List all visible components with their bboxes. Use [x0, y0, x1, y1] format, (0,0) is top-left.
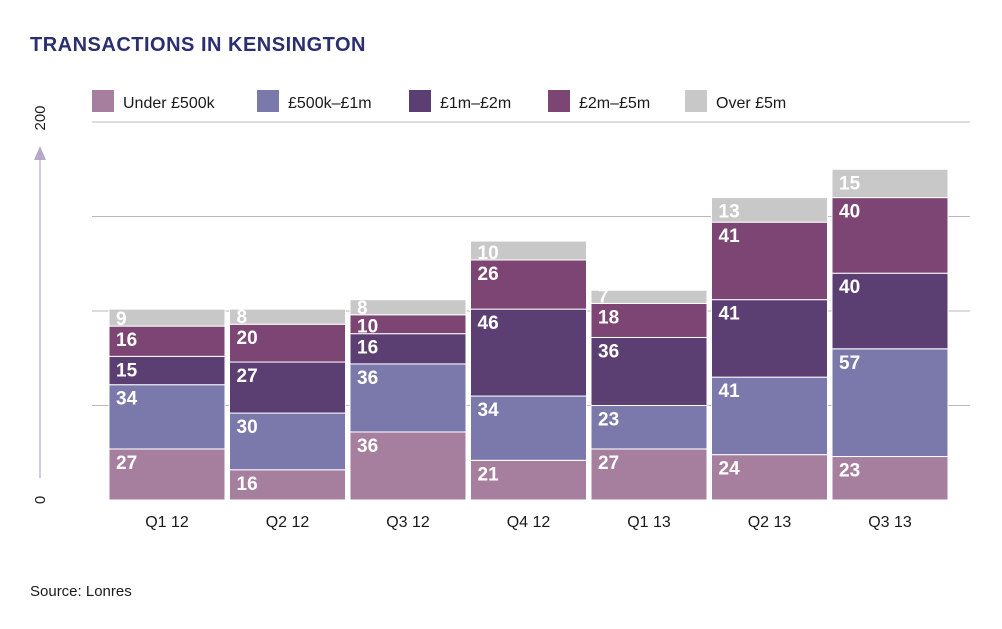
data-label: 15: [839, 173, 861, 194]
data-label: 27: [237, 366, 258, 387]
data-label: 20: [237, 328, 258, 349]
bar-segment: [229, 412, 346, 471]
data-label: 10: [478, 243, 499, 264]
data-label: 13: [719, 202, 740, 223]
data-label: 26: [478, 264, 499, 285]
data-label: 34: [116, 389, 138, 410]
x-tick-label: Q3 12: [386, 514, 430, 531]
data-label: 23: [598, 410, 619, 431]
y-axis-label-max: 200: [32, 105, 49, 130]
bar-segment: [590, 302, 708, 338]
data-label: 15: [116, 360, 138, 381]
x-tick-label: Q1 13: [627, 514, 671, 531]
data-label: 41: [719, 304, 741, 325]
data-label: 27: [598, 453, 619, 474]
data-label: 57: [839, 353, 860, 374]
data-label: 36: [357, 436, 378, 457]
bar-segment: [108, 448, 226, 501]
data-label: 16: [237, 474, 258, 495]
legend-label: £1m–£2m: [440, 95, 511, 112]
data-label: 27: [116, 453, 137, 474]
data-label: 21: [478, 464, 500, 485]
legend-label: Under £500k: [123, 95, 216, 112]
bar-segment: [229, 361, 346, 414]
bar-segment: [590, 336, 708, 406]
bar-segment: [349, 299, 467, 316]
bar-segment: [590, 448, 708, 501]
data-label: 34: [478, 400, 500, 421]
bar-segment: [590, 289, 708, 304]
data-label: 30: [237, 417, 258, 438]
data-label: 36: [598, 341, 619, 362]
bar-segment: [711, 221, 828, 301]
data-label: 8: [357, 298, 368, 319]
bar-segment: [711, 376, 828, 456]
bar-segment: [831, 168, 949, 199]
legend-swatch: [548, 90, 570, 112]
bar-segment: [831, 197, 949, 274]
data-label: 8: [237, 307, 248, 328]
data-label: 46: [478, 313, 499, 334]
data-label: 9: [116, 309, 127, 330]
legend-label: £500k–£1m: [288, 95, 372, 112]
bar-segment: [108, 355, 226, 386]
bar-segment: [108, 325, 226, 357]
bar-segment: [108, 308, 226, 327]
x-tick-label: Q2 12: [266, 514, 310, 531]
legend-swatch: [257, 90, 279, 112]
bar-segment: [349, 363, 467, 433]
bar-segment: [349, 333, 467, 365]
bar-segment: [229, 308, 346, 325]
bar-segment: [831, 272, 949, 350]
bar-segment: [470, 259, 587, 310]
bar-segment: [349, 431, 467, 501]
bar-segment: [831, 348, 949, 458]
data-label: 36: [357, 368, 378, 389]
x-tick-label: Q2 13: [748, 514, 792, 531]
bar-segment: [229, 469, 346, 501]
legend-swatch: [92, 90, 114, 112]
bar-segment: [229, 323, 346, 363]
data-label: 10: [357, 317, 378, 338]
data-label: 40: [839, 202, 860, 223]
x-tick-label: Q4 12: [507, 514, 551, 531]
bar-segment: [108, 384, 226, 450]
bar-segment: [470, 240, 587, 261]
data-label: 18: [598, 307, 619, 328]
data-label: 16: [116, 330, 137, 351]
data-label: 7: [598, 286, 609, 307]
bar-segment: [470, 308, 587, 397]
chart-title: TRANSACTIONS IN KENSINGTON: [30, 34, 366, 56]
y-axis-label-min: 0: [32, 496, 49, 504]
x-tick-label: Q1 12: [145, 514, 189, 531]
source-note: Source: Lonres: [30, 583, 132, 600]
x-tick-label: Q3 13: [868, 514, 912, 531]
y-axis-arrow-icon: [34, 146, 46, 160]
bar-segment: [711, 197, 828, 223]
data-label: 41: [719, 226, 741, 247]
legend-label: Over £5m: [716, 95, 786, 112]
data-label: 23: [839, 461, 860, 482]
data-label: 40: [839, 277, 860, 298]
data-label: 24: [719, 459, 741, 480]
data-label: 41: [719, 381, 741, 402]
legend-label: £2m–£5m: [579, 95, 650, 112]
legend-swatch: [685, 90, 707, 112]
legend-swatch: [409, 90, 431, 112]
data-label: 16: [357, 338, 378, 359]
